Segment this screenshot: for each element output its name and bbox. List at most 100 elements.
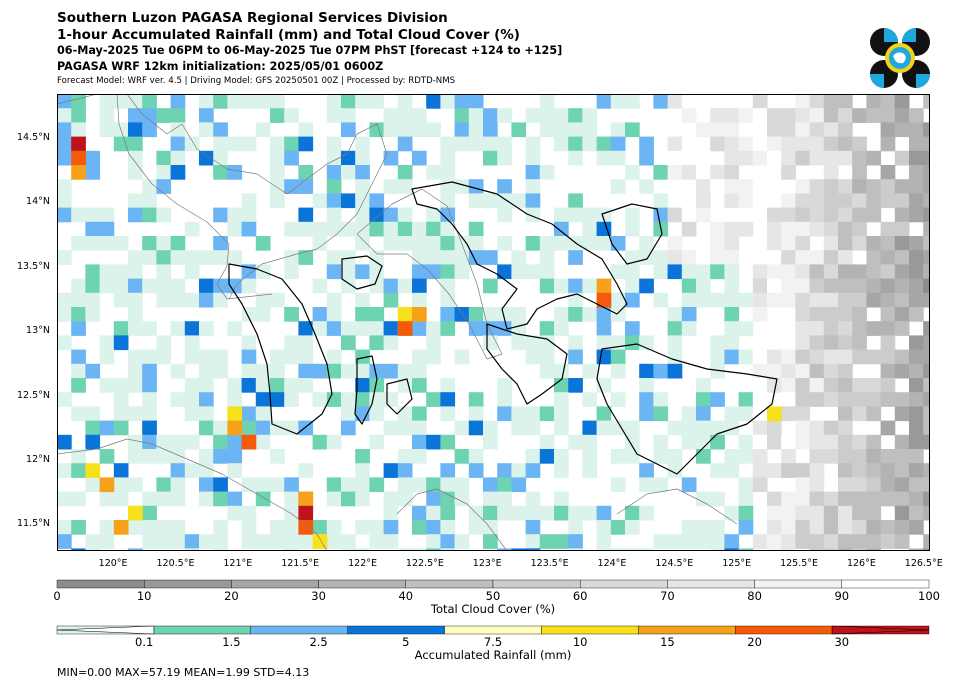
field-cell [397,463,413,478]
field-cell [57,292,72,308]
field-cell [767,292,782,308]
field-cell [866,179,882,194]
field-cell [284,420,299,436]
field-cell [227,321,243,336]
field-cell [355,321,370,336]
field-cell [894,307,910,322]
field-cell [923,221,930,237]
field-cell [809,449,825,464]
field-cell [809,548,825,551]
field-cell [909,548,924,551]
field-cell [326,349,342,365]
field-cell [468,193,484,209]
field-cell [213,236,228,251]
field-cell [326,534,342,549]
field-cell [710,520,725,535]
field-cell [412,449,427,464]
lon-tick-label: 121°E [223,558,253,569]
field-cell [681,307,697,322]
field-cell [397,94,413,109]
field-cell [866,406,882,422]
field-cell [156,520,172,535]
field-cell [639,406,654,422]
field-cell [923,378,930,393]
field-cell [113,378,129,393]
field-cell [894,278,910,294]
field-cell [596,349,612,365]
field-cell [653,165,669,180]
field-cell [767,207,782,223]
field-cell [781,122,796,138]
field-cell [468,307,484,322]
field-cell [767,520,782,535]
field-cell [795,221,811,237]
field-cell [113,292,129,308]
lon-tick-label: 122°E [348,558,377,569]
heavy-rain-cell [412,307,427,322]
field-cell [355,349,370,365]
field-cell [525,520,541,535]
field-cell [625,94,640,109]
field-cell [128,520,143,535]
field-cell [823,335,839,351]
colorbar-segment [735,625,833,635]
field-cell [923,363,930,379]
field-cell [667,136,683,152]
field-cell [355,548,370,551]
field-cell [880,292,896,308]
field-cell [326,207,342,223]
field-cell [738,392,754,407]
field-cell [795,250,811,265]
field-cell [412,363,427,379]
field-cell [199,392,214,407]
field-cell [355,179,370,194]
field-cell [681,292,697,308]
field-cell [909,150,924,166]
field-cell [568,292,583,308]
field-cell [71,292,86,308]
field-cell [71,491,86,507]
field-cell [781,363,796,379]
field-cell [71,207,86,223]
field-cell [639,250,654,265]
field-cell [483,307,498,322]
field-cell [341,193,356,209]
field-cell [667,94,683,109]
field-cell [184,378,200,393]
field-cell [270,378,285,393]
field-cell [184,534,200,549]
field-cell [156,165,172,180]
field-cell [639,179,654,194]
field-cell [838,505,853,521]
field-cell [440,165,456,180]
field-cell [241,420,257,436]
field-cell [99,221,115,237]
field-cell [710,335,725,351]
field-cell [781,449,796,464]
field-cell [184,335,200,351]
field-cell [199,108,214,123]
field-cell [880,94,896,109]
field-cell [653,392,669,407]
rainfall-colorbar [56,625,930,635]
field-cell [184,221,200,237]
field-cell [483,278,498,294]
lon-tick-label: 124.5°E [655,558,694,569]
field-cell [681,477,697,493]
field-cell [199,363,214,379]
field-cell [298,463,314,478]
field-cell [838,534,853,549]
field-cell [440,250,456,265]
field-cell [156,434,172,450]
field-cell [270,534,285,549]
field-cell [781,548,796,551]
field-cell [199,420,214,436]
field-cell [710,221,725,237]
field-cell [610,264,626,280]
field-cell [610,363,626,379]
field-cell [355,406,370,422]
field-cell [426,264,441,280]
field-cell [681,136,697,152]
field-cell [525,449,541,464]
field-cell [554,207,569,223]
